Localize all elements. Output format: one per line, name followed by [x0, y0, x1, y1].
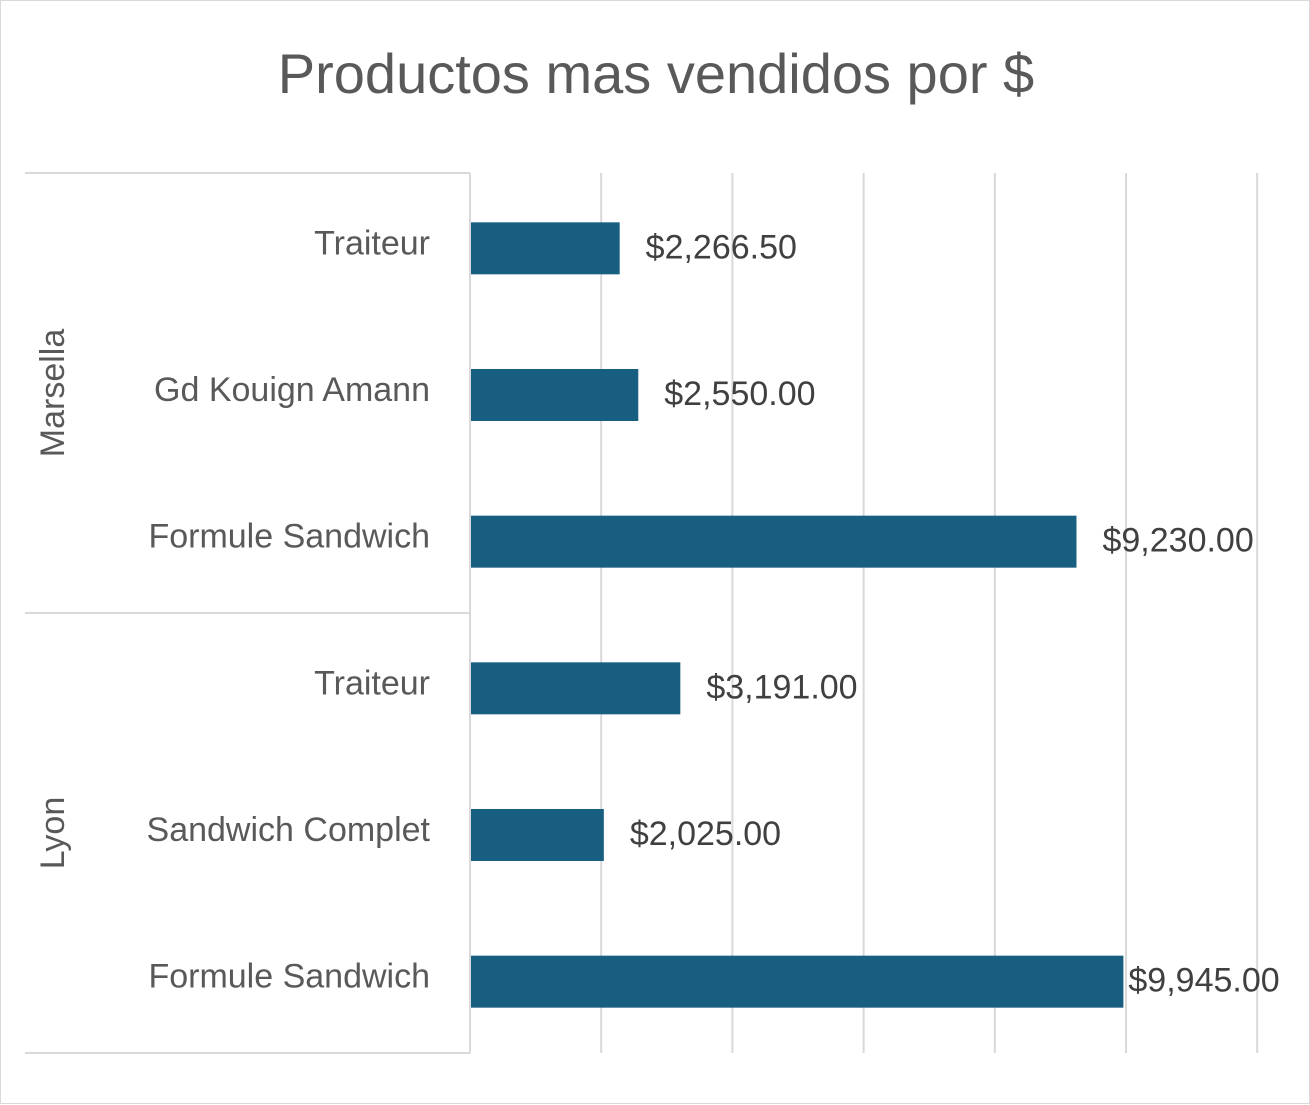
- data-label: $9,230.00: [1102, 522, 1253, 560]
- bar: [471, 515, 1077, 568]
- bar: [471, 369, 639, 421]
- data-label: $2,550.00: [664, 375, 815, 413]
- bar: [471, 222, 620, 275]
- data-label: $2,025.00: [630, 815, 781, 853]
- group-label: Lyon: [34, 797, 72, 869]
- group-label: Marsella: [34, 329, 72, 458]
- data-label: $9,945.00: [1128, 962, 1279, 1000]
- bar: [471, 955, 1124, 1008]
- data-label: $2,266.50: [646, 228, 797, 266]
- chart-title: Productos mas vendidos por $: [277, 42, 1035, 105]
- category-label: Sandwich Complet: [147, 811, 431, 849]
- category-label: Traiteur: [314, 224, 430, 262]
- category-label: Traiteur: [314, 664, 430, 702]
- bar: [471, 809, 604, 861]
- category-label: Formule Sandwich: [148, 958, 430, 996]
- category-label: Gd Kouign Amann: [154, 371, 430, 409]
- bar: [471, 662, 681, 715]
- category-label: Formule Sandwich: [148, 518, 430, 556]
- data-label: $3,191.00: [706, 668, 857, 706]
